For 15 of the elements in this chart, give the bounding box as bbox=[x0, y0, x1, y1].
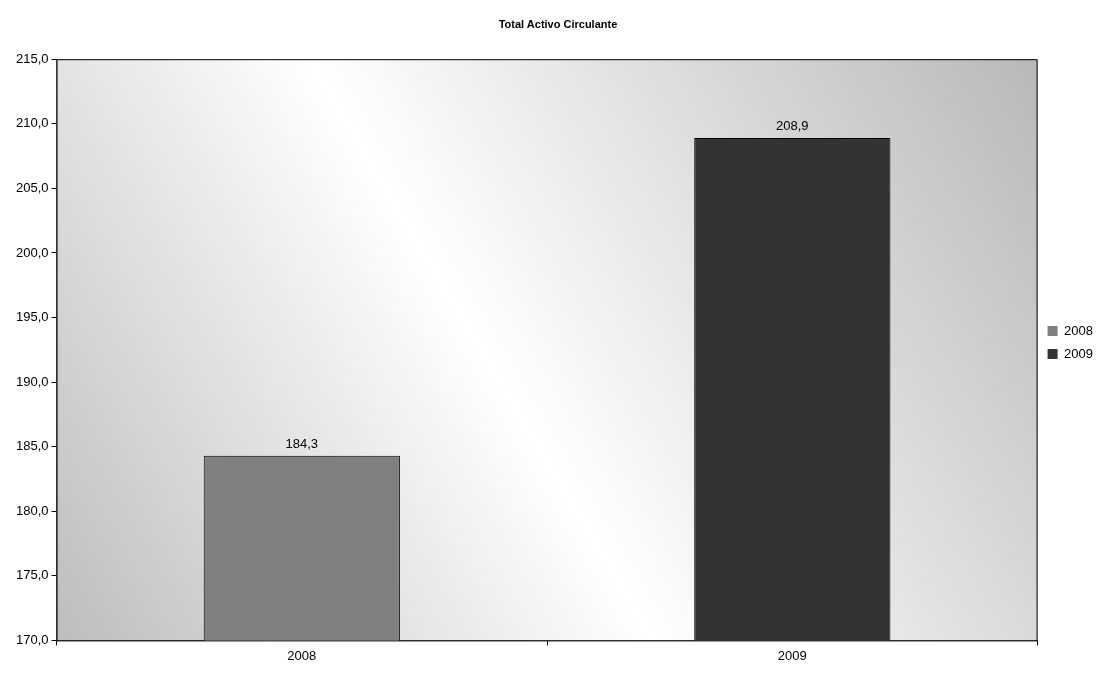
chart-title: Total Activo Circulante bbox=[498, 17, 618, 30]
legend-label: 2008 bbox=[1064, 322, 1093, 338]
y-tick-label: 205,0 bbox=[15, 179, 49, 195]
y-tick-label: 190,0 bbox=[15, 373, 49, 389]
data-label: 208,9 bbox=[776, 118, 809, 134]
y-tick-label: 200,0 bbox=[15, 244, 49, 260]
y-tick-label: 195,0 bbox=[15, 309, 49, 325]
y-tick-label: 170,0 bbox=[15, 631, 49, 647]
y-tick-label: 175,0 bbox=[15, 567, 49, 583]
y-tick-label: 210,0 bbox=[15, 115, 49, 131]
y-tick-label: 185,0 bbox=[15, 438, 49, 454]
y-tick-label: 215,0 bbox=[15, 50, 49, 66]
data-label: 184,3 bbox=[285, 435, 319, 451]
legend-label: 2009 bbox=[1064, 345, 1093, 361]
y-tick-label: 180,0 bbox=[15, 502, 49, 518]
